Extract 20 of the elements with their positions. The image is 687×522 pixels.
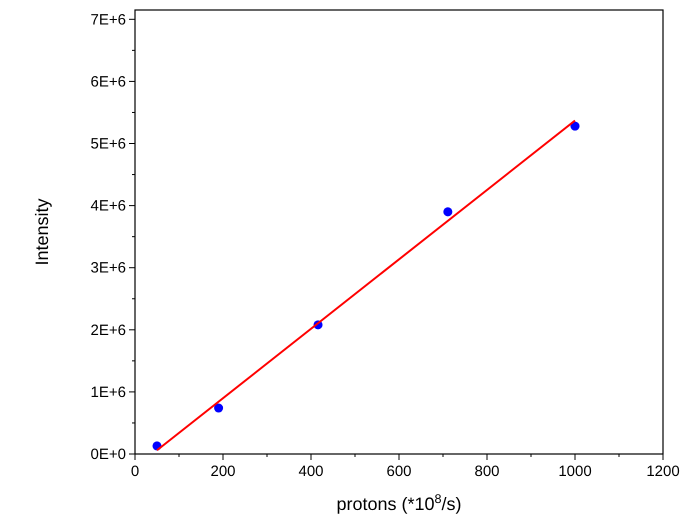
x-tick-label: 1200: [646, 463, 680, 480]
y-tick-label: 3E+6: [90, 260, 126, 277]
x-axis-title: protons (*10$^{8}$/s): [336, 492, 462, 514]
point: [443, 207, 452, 216]
y-axis-title: Intensity: [32, 198, 52, 266]
point: [570, 122, 580, 131]
point: [214, 404, 224, 413]
y-tick-label: 5E+6: [90, 136, 126, 153]
x-tick-label: 400: [298, 463, 324, 480]
y-tick-label: 2E+6: [90, 322, 126, 339]
y-tick-label: 6E+6: [90, 73, 126, 90]
y-tick-label: 4E+6: [90, 198, 126, 215]
x-tick-label: 600: [386, 463, 412, 480]
x-tick-label: 1000: [558, 463, 592, 480]
y-tick-label: 0E+0: [90, 446, 126, 463]
y-tick-label: 7E+6: [90, 11, 126, 28]
x-tick-label: 0: [130, 463, 140, 480]
y-tick-label: 1E+6: [90, 384, 126, 401]
x-tick-label: 800: [474, 463, 500, 480]
x-tick-label: 200: [210, 463, 236, 480]
